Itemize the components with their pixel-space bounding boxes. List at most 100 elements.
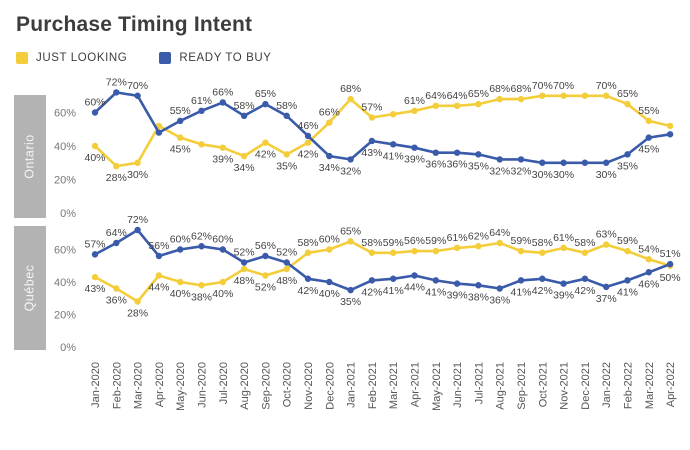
data-label-qubec-just-looking: 59% (383, 237, 404, 249)
data-label-qubec-ready-to-buy: 64% (106, 227, 127, 239)
data-point-ontario-just-looking (390, 110, 397, 118)
x-tick-label: Jan-2022 (601, 362, 613, 408)
data-point-ontario-just-looking (134, 159, 141, 166)
data-label-qubec-ready-to-buy: 38% (468, 291, 489, 303)
data-label-ontario-ready-to-buy: 58% (276, 100, 297, 112)
data-label-qubec-ready-to-buy: 62% (191, 230, 212, 242)
data-point-qubec-just-looking (113, 285, 120, 292)
x-tick-label: Mar-2022 (644, 362, 656, 409)
data-label-ontario-ready-to-buy: 41% (383, 150, 404, 162)
data-point-ontario-ready-to-buy (304, 132, 312, 140)
y-tick-label: 40% (54, 141, 76, 153)
legend-item-just-looking[interactable]: JUST LOOKING (16, 52, 127, 64)
data-point-ontario-just-looking (113, 162, 120, 170)
data-label-qubec-just-looking: 36% (106, 295, 127, 307)
data-label-ontario-just-looking: 64% (447, 90, 468, 102)
series-line-ontario-ready-to-buy (93, 91, 672, 165)
data-label-qubec-just-looking: 40% (170, 288, 191, 300)
data-label-ontario-just-looking: 45% (170, 144, 191, 156)
data-point-ontario-just-looking (240, 152, 248, 160)
data-label-ontario-just-looking: 68% (340, 83, 361, 95)
x-tick-label: Dec-2020 (324, 362, 336, 410)
data-label-qubec-just-looking: 58% (532, 237, 553, 249)
data-point-qubec-just-looking (581, 249, 589, 256)
data-label-ontario-ready-to-buy: 66% (212, 86, 233, 98)
data-label-qubec-ready-to-buy: 52% (234, 247, 255, 259)
data-label-qubec-ready-to-buy: 42% (574, 285, 595, 297)
data-point-ontario-ready-to-buy (411, 144, 418, 151)
data-point-qubec-just-looking (240, 265, 248, 273)
x-tick-label: Aug-2021 (495, 362, 507, 410)
x-tick-label: Aug-2020 (239, 362, 251, 410)
data-point-ontario-just-looking (368, 114, 376, 121)
data-label-ontario-just-looking: 64% (425, 90, 446, 102)
x-tick-label: May-2020 (175, 362, 187, 411)
data-point-qubec-just-looking (645, 256, 652, 263)
data-label-ontario-just-looking: 70% (553, 80, 574, 92)
data-point-qubec-ready-to-buy (539, 275, 546, 282)
data-label-qubec-just-looking: 59% (617, 235, 638, 247)
data-point-ontario-just-looking (496, 95, 503, 103)
data-label-ontario-just-looking: 57% (361, 102, 382, 114)
x-tick-label: Mar-2020 (133, 362, 145, 409)
data-point-qubec-ready-to-buy (411, 272, 418, 279)
data-point-ontario-just-looking (603, 92, 610, 99)
data-point-ontario-just-looking (624, 100, 631, 108)
data-label-ontario-just-looking: 61% (404, 95, 425, 107)
data-point-ontario-just-looking (219, 144, 226, 151)
data-point-ontario-ready-to-buy (453, 149, 461, 156)
data-point-qubec-just-looking (155, 272, 163, 279)
data-point-qubec-just-looking (624, 247, 631, 255)
data-label-ontario-ready-to-buy: 39% (404, 154, 425, 166)
data-point-qubec-just-looking (517, 247, 525, 255)
data-label-ontario-ready-to-buy: 46% (297, 120, 318, 132)
data-label-qubec-just-looking: 38% (191, 291, 212, 303)
data-point-ontario-ready-to-buy (475, 151, 482, 158)
series-line-ontario-just-looking (93, 94, 672, 168)
legend-label-ready-to-buy: READY TO BUY (179, 52, 272, 64)
x-tick-label: Feb-2020 (111, 362, 123, 409)
data-label-qubec-ready-to-buy: 42% (297, 285, 318, 297)
data-label-qubec-ready-to-buy: 36% (489, 295, 510, 307)
data-label-ontario-just-looking: 42% (255, 149, 276, 161)
data-label-qubec-just-looking: 58% (297, 237, 318, 249)
data-point-ontario-just-looking (581, 92, 589, 99)
y-tick-label: 0% (60, 208, 76, 220)
x-tick-label: Apr-2021 (410, 362, 422, 407)
data-label-ontario-just-looking: 70% (532, 80, 553, 92)
data-label-ontario-ready-to-buy: 30% (596, 169, 617, 181)
data-point-ontario-just-looking (304, 139, 312, 146)
x-tick-label: Jun-2020 (197, 362, 209, 408)
data-point-ontario-just-looking (560, 92, 567, 99)
data-point-qubec-just-looking (560, 244, 567, 252)
data-label-ontario-ready-to-buy: 35% (617, 160, 638, 172)
data-point-ontario-ready-to-buy (113, 89, 120, 96)
legend-swatch-just-looking (16, 52, 28, 64)
data-point-ontario-just-looking (666, 122, 674, 130)
data-point-qubec-just-looking (475, 243, 482, 250)
y-tick-label: 40% (54, 277, 76, 289)
data-label-ontario-just-looking: 68% (510, 83, 531, 95)
data-point-ontario-just-looking (262, 139, 269, 146)
y-tick-label: 20% (54, 175, 76, 187)
data-point-ontario-just-looking (453, 102, 461, 110)
x-tick-label: Feb-2022 (623, 362, 635, 409)
data-label-qubec-ready-to-buy: 56% (255, 240, 276, 252)
data-label-qubec-just-looking: 52% (255, 282, 276, 294)
data-point-ontario-ready-to-buy (645, 134, 652, 141)
data-point-ontario-just-looking (645, 117, 652, 125)
data-label-ontario-ready-to-buy: 36% (425, 159, 446, 171)
x-tick-label: Jan-2021 (346, 362, 358, 408)
legend-item-ready-to-buy[interactable]: READY TO BUY (159, 52, 271, 64)
data-point-qubec-just-looking (496, 239, 503, 247)
data-point-qubec-ready-to-buy (198, 243, 205, 250)
panel-label-box-qubec (14, 226, 46, 350)
data-point-qubec-ready-to-buy (347, 286, 354, 294)
data-label-qubec-ready-to-buy: 72% (127, 214, 148, 226)
data-point-qubec-ready-to-buy (283, 259, 290, 266)
x-tick-label: Mar-2021 (388, 362, 400, 409)
data-point-ontario-ready-to-buy (368, 137, 376, 145)
data-point-qubec-just-looking (304, 249, 312, 256)
panel-label-qubec: Québec (22, 265, 36, 312)
data-point-ontario-just-looking (326, 119, 333, 126)
